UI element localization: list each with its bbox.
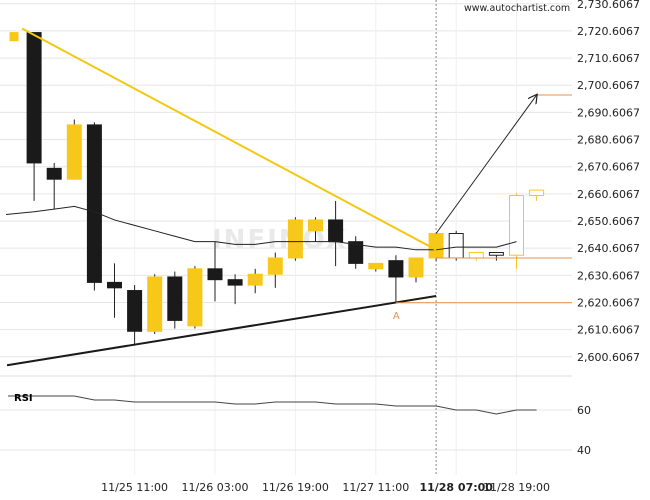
x-tick-label: 11/27 11:00 bbox=[342, 481, 409, 494]
candle-body bbox=[147, 276, 163, 332]
candle-body bbox=[388, 260, 404, 278]
candle bbox=[468, 252, 484, 261]
candle-body bbox=[509, 195, 524, 256]
site-label: www.autochartist.com bbox=[464, 3, 570, 14]
moving-average-line bbox=[5, 205, 517, 251]
candle-body bbox=[247, 273, 263, 286]
y-tick-label: 2,610.6067 bbox=[577, 324, 640, 337]
triangle-upper-trendline bbox=[21, 27, 437, 251]
x-tick-label: 11/26 03:00 bbox=[182, 481, 249, 494]
candle bbox=[46, 162, 62, 210]
candle bbox=[328, 200, 344, 267]
candle-body bbox=[26, 32, 42, 164]
candle-body bbox=[66, 124, 82, 180]
y-tick-label: 2,600.6067 bbox=[577, 351, 640, 364]
y-tick-label: 2,650.6067 bbox=[577, 215, 640, 228]
candle bbox=[529, 189, 545, 201]
y-tick-label: 2,700.6067 bbox=[577, 79, 640, 92]
y-tick-label: 2,680.6067 bbox=[577, 134, 640, 147]
candle bbox=[127, 285, 143, 345]
candle-body bbox=[448, 233, 464, 259]
y-tick-label: 2,720.6067 bbox=[577, 25, 640, 38]
candle-body bbox=[328, 219, 344, 243]
candle bbox=[348, 236, 364, 269]
candle bbox=[187, 266, 203, 329]
candle-body bbox=[227, 279, 243, 286]
rsi-tick-label: 40 bbox=[577, 444, 591, 457]
candle-body bbox=[348, 241, 364, 264]
candle-body bbox=[86, 124, 102, 283]
forecast-arrow bbox=[435, 95, 536, 234]
candle-body bbox=[529, 189, 545, 197]
rsi-grid-lines bbox=[0, 409, 572, 451]
candle-body bbox=[408, 257, 424, 278]
target-levels bbox=[395, 94, 572, 304]
candle-body bbox=[428, 233, 444, 259]
candle-body bbox=[468, 252, 484, 259]
candle-body bbox=[9, 32, 19, 42]
x-tick-label: 11/26 19:00 bbox=[262, 481, 329, 494]
candle bbox=[26, 32, 42, 201]
candle bbox=[147, 274, 163, 334]
rsi-label: RSI bbox=[14, 393, 33, 404]
candle-body bbox=[308, 219, 323, 232]
candle bbox=[9, 32, 19, 42]
candle bbox=[488, 252, 504, 261]
candle bbox=[207, 241, 223, 302]
x-axis-labels: 11/25 11:00 11/26 03:00 11/26 19:00 11/27 1… bbox=[101, 481, 550, 494]
candle bbox=[388, 255, 404, 302]
candle bbox=[448, 230, 464, 261]
y-tick-label: 2,710.6067 bbox=[577, 52, 640, 65]
candle bbox=[167, 271, 183, 329]
candle bbox=[267, 252, 283, 288]
candle-body bbox=[107, 281, 122, 289]
candle-body bbox=[287, 219, 303, 259]
candle-body bbox=[488, 252, 504, 256]
y-tick-label: 2,620.6067 bbox=[577, 296, 640, 309]
y-tick-label: 2,730.6067 bbox=[577, 0, 640, 11]
y-tick-label: 2,630.6067 bbox=[577, 269, 640, 282]
triangle-lower-trendline bbox=[6, 294, 437, 367]
candle-body bbox=[187, 268, 203, 327]
candle bbox=[66, 119, 82, 180]
y-tick-label: 2,670.6067 bbox=[577, 161, 640, 174]
candle bbox=[509, 192, 524, 269]
candle-body bbox=[267, 257, 283, 275]
candle-body bbox=[167, 276, 183, 321]
candle bbox=[368, 262, 384, 272]
candle bbox=[107, 263, 122, 318]
y-tick-label: 2,690.6067 bbox=[577, 106, 640, 119]
candle bbox=[308, 217, 323, 242]
candle-body bbox=[368, 262, 384, 270]
candle-body bbox=[46, 167, 62, 180]
x-tick-label: 11/28 19:00 bbox=[483, 481, 550, 494]
rsi-axis-labels: 60 40 bbox=[577, 404, 591, 457]
pattern-point-label: A bbox=[393, 311, 400, 322]
candle bbox=[247, 268, 263, 294]
x-tick-label: 11/25 11:00 bbox=[101, 481, 168, 494]
candle bbox=[227, 274, 243, 305]
candle bbox=[287, 217, 303, 261]
candle-body bbox=[127, 290, 143, 332]
candle bbox=[408, 257, 424, 283]
y-tick-label: 2,660.6067 bbox=[577, 188, 640, 201]
watermark-logo: INFINOX bbox=[212, 225, 348, 255]
rsi-line bbox=[8, 395, 537, 415]
y-axis-labels: 2,730.6067 2,720.6067 2,710.6067 2,700.6067… bbox=[577, 0, 640, 364]
y-tick-label: 2,640.6067 bbox=[577, 242, 640, 255]
rsi-tick-label: 60 bbox=[577, 404, 591, 417]
candlestick-series bbox=[9, 32, 545, 345]
x-tick-label: 11/28 07:00 bbox=[419, 481, 493, 494]
candle-body bbox=[207, 268, 223, 281]
candle bbox=[86, 122, 102, 291]
